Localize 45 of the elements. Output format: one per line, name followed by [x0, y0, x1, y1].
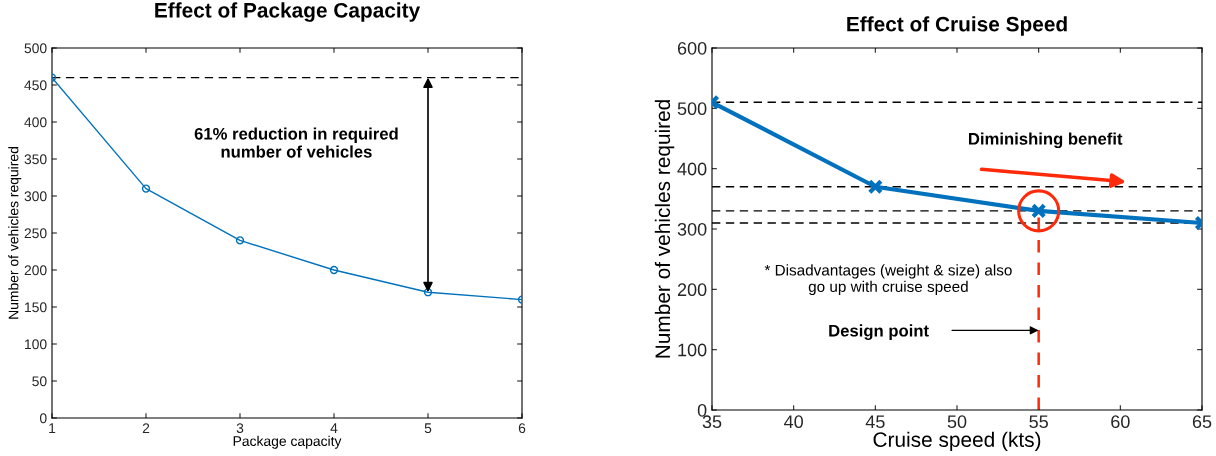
x-tick-label: 1 — [49, 423, 56, 433]
x-tick-label: 4 — [330, 423, 338, 433]
x-tick-label: 50 — [947, 415, 967, 429]
y-tick-label: 600 — [677, 41, 707, 55]
point — [423, 288, 433, 297]
y-tick-label: 400 — [677, 162, 707, 176]
x-axis-title: Package capacity — [233, 435, 342, 449]
y-axis-title: Number of vehicles required — [8, 147, 22, 319]
x-tick-label: 55 — [1029, 415, 1048, 429]
y-tick-label: 50 — [32, 376, 47, 387]
y-tick-label: 0 — [697, 403, 707, 417]
x-axis-title: Cruise speed (kts) — [873, 431, 1041, 452]
x-tick-label: 40 — [784, 415, 803, 429]
x-tick-label: 2 — [142, 423, 150, 433]
point — [329, 265, 339, 275]
y-tick-label: 250 — [24, 228, 47, 239]
y-tick-label: 500 — [677, 102, 707, 116]
x-tick-label: 6 — [518, 423, 526, 434]
point — [235, 236, 245, 245]
y-tick-label: 500 — [24, 43, 47, 54]
chart-title: Effect of Package Capacity — [155, 2, 421, 22]
annotation: Diminishing benefit — [969, 132, 1123, 149]
x-tick-label: 45 — [865, 415, 885, 429]
y-tick-label: 0 — [39, 413, 47, 424]
point — [141, 184, 151, 193]
y-tick-label: 200 — [24, 265, 47, 276]
y-tick-label: 400 — [24, 117, 47, 128]
x-tick-label: 65 — [1192, 415, 1212, 429]
y-tick-label: 100 — [25, 339, 47, 350]
y-tick-label: 200 — [677, 283, 707, 297]
x-tick-label: 3 — [236, 423, 244, 434]
annotation: 61% reduction in required number of vehicles — [194, 127, 398, 158]
x-tick-label: 35 — [702, 415, 722, 429]
y-tick-label: 450 — [24, 80, 47, 91]
chart-title: Effect of Cruise Speed — [847, 16, 1067, 36]
x-tick-label: 60 — [1111, 415, 1130, 429]
y-tick-label: 300 — [24, 191, 47, 202]
y-tick-label: 100 — [678, 343, 707, 357]
annotation: * Disadvantages (weight & size) also go up with cruise speed — [764, 264, 1012, 296]
x-tick-label: 5 — [424, 423, 432, 434]
y-tick-label: 300 — [677, 222, 707, 236]
y-tick-label: 150 — [25, 302, 47, 313]
y-tick-label: 350 — [24, 154, 47, 165]
annotation: Design point — [829, 324, 929, 340]
y-axis-title: Number of vehicles required — [654, 100, 675, 358]
